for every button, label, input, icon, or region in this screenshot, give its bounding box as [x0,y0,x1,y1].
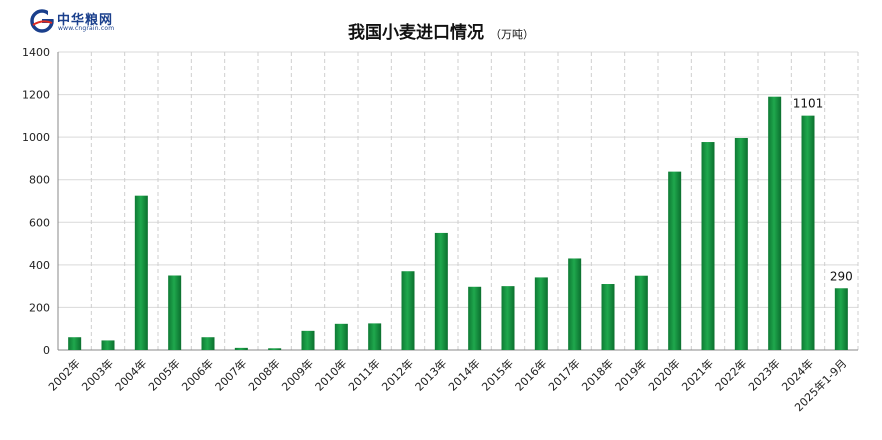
y-tick-label: 1200 [22,89,50,102]
bar [701,142,715,350]
bar [101,340,115,350]
bar [301,330,315,350]
x-tick-label: 2012年 [379,356,416,393]
x-tick-label: 2005年 [145,356,182,393]
x-tick-label: 2003年 [79,356,116,393]
bar [501,286,515,350]
logo: 中华粮网 www.cngrain.com [30,8,130,34]
x-tick-label: 2014年 [445,356,482,393]
bar [168,275,182,350]
bar [434,232,448,350]
data-label: 1101 [793,97,824,111]
bar [834,288,848,350]
bar [734,137,748,350]
y-tick-label: 400 [29,259,50,272]
x-tick-label: 2007年 [212,356,249,393]
logo-url: www.cngrain.com [58,25,115,32]
bar [268,348,282,350]
x-tick-label: 2021年 [679,356,716,393]
logo-g-icon [30,9,54,33]
y-tick-label: 600 [29,216,50,229]
bar [601,284,615,350]
bar [634,275,648,350]
x-tick-label: 2006年 [179,356,216,393]
bar [668,171,682,350]
bar [568,258,582,350]
bar [468,286,482,350]
chart-title-block: 我国小麦进口情况 （万吨） [0,18,882,43]
chart-title: 我国小麦进口情况 [348,23,484,43]
x-tick-label: 2018年 [579,356,616,393]
y-tick-label: 0 [43,344,50,357]
x-tick-label: 2009年 [279,356,316,393]
bar [234,347,248,350]
bar [68,337,82,350]
bar [201,337,215,350]
y-tick-label: 1000 [22,131,50,144]
y-tick-label: 1400 [22,46,50,59]
x-tick-label: 2008年 [245,356,282,393]
y-tick-label: 800 [29,174,50,187]
x-tick-label: 2023年 [745,356,782,393]
data-label: 290 [830,269,853,283]
bar [534,277,548,350]
x-tick-label: 2016年 [512,356,549,393]
x-tick-label: 2017年 [545,356,582,393]
x-tick-label: 2019年 [612,356,649,393]
bar [334,323,348,350]
chart-title-unit: （万吨） [490,28,534,41]
x-tick-label: 2015年 [479,356,516,393]
y-tick-label: 200 [29,301,50,314]
x-tick-label: 2010年 [312,356,349,393]
x-tick-label: 2020年 [645,356,682,393]
x-tick-label: 2002年 [45,356,82,393]
x-tick-label: 2022年 [712,356,749,393]
x-tick-label: 2011年 [345,356,382,393]
logo-name: 中华粮网 [57,13,114,28]
bar [801,115,815,350]
x-tick-label: 2004年 [112,356,149,393]
bar [368,323,382,350]
bar [134,195,148,350]
bar [401,271,415,350]
x-tick-label: 2013年 [412,356,449,393]
bar [768,96,782,350]
